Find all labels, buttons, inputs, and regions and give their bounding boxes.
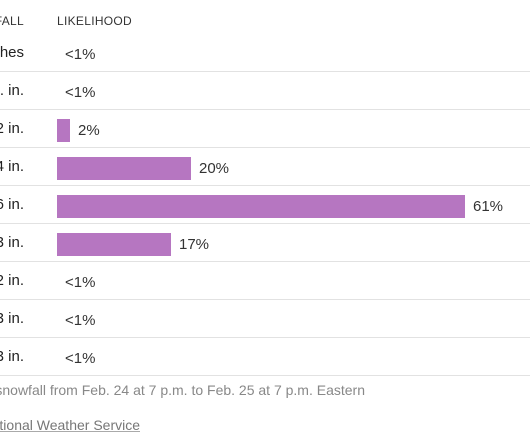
bar — [57, 157, 191, 180]
chart-row: ches <1% — [0, 34, 530, 72]
source-link[interactable]: ational Weather Service — [0, 417, 140, 433]
row-divider — [0, 375, 530, 376]
value-label: 20% — [199, 160, 230, 177]
chart-row: 2 in. <1% — [0, 262, 530, 300]
category-label: . in. — [0, 82, 24, 99]
bar — [57, 195, 465, 218]
value-label: <1% — [65, 46, 96, 63]
column-header-likelihood: LIKELIHOOD — [57, 14, 133, 28]
chart-row: . in. <1% — [0, 72, 530, 110]
category-label: 4 in. — [0, 158, 24, 175]
value-label: <1% — [65, 84, 96, 101]
row-divider — [0, 299, 530, 300]
chart-note: l snowfall from Feb. 24 at 7 p.m. to Feb… — [0, 382, 365, 398]
row-divider — [0, 337, 530, 338]
category-label: 3 in. — [0, 348, 24, 365]
value-label: 2% — [78, 122, 100, 139]
category-label: 2 in. — [0, 272, 24, 289]
row-divider — [0, 261, 530, 262]
value-label: 61% — [473, 198, 504, 215]
category-label: 3 in. — [0, 234, 24, 251]
row-divider — [0, 71, 530, 72]
chart-row: 3 in. <1% — [0, 300, 530, 338]
chart-row: 3 in. <1% — [0, 338, 530, 376]
row-divider — [0, 185, 530, 186]
value-label: <1% — [65, 350, 96, 367]
bar — [57, 119, 70, 142]
category-label: ches — [0, 44, 24, 61]
category-label: 2 in. — [0, 120, 24, 137]
row-divider — [0, 147, 530, 148]
chart-row: 3 in. 17% — [0, 224, 530, 262]
value-label: 17% — [179, 236, 210, 253]
column-header-snowfall: FALL — [0, 14, 24, 28]
chart-row: 4 in. 20% — [0, 148, 530, 186]
bar — [57, 233, 171, 256]
value-label: <1% — [65, 312, 96, 329]
row-divider — [0, 109, 530, 110]
category-label: 3 in. — [0, 310, 24, 327]
category-label: 6 in. — [0, 196, 24, 213]
chart-row: 6 in. 61% — [0, 186, 530, 224]
row-divider — [0, 223, 530, 224]
chart-row: 2 in. 2% — [0, 110, 530, 148]
value-label: <1% — [65, 274, 96, 291]
